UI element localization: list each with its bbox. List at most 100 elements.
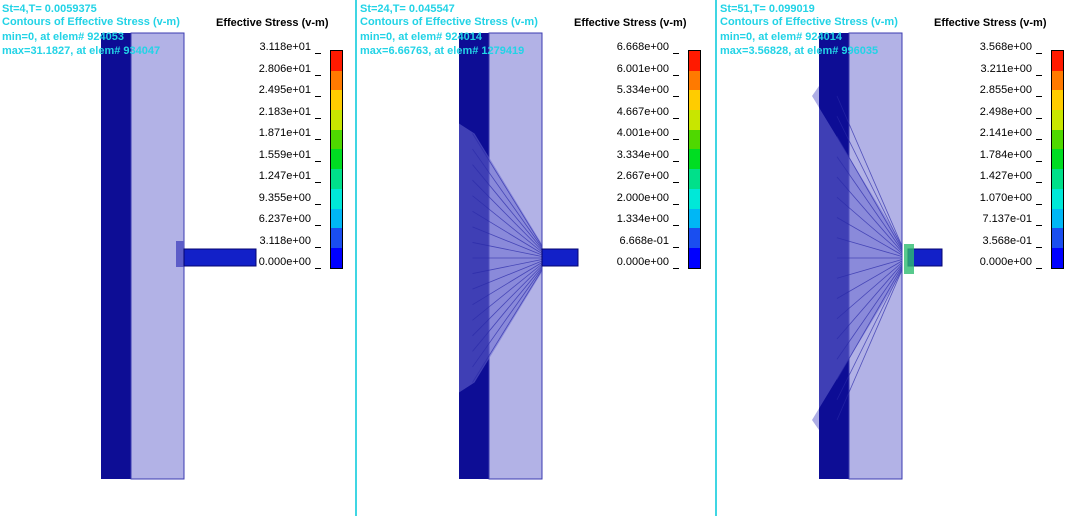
legend-title: Effective Stress (v-m)	[934, 17, 1047, 29]
colorbar-tick-mark	[673, 139, 679, 140]
crack-line	[472, 164, 543, 250]
colorbar-tick-mark	[673, 53, 679, 54]
colorbar-tick-mark	[315, 96, 321, 97]
state-label: St=51,T= 0.099019	[720, 3, 815, 15]
contour-title: Contours of Effective Stress (v-m)	[720, 16, 898, 28]
colorbar-segment	[689, 188, 700, 209]
colorbar-tick-mark	[673, 246, 679, 248]
colorbar-tick-label: 0.000e+00	[616, 256, 669, 268]
crack-line	[472, 259, 543, 274]
colorbar-tick-mark	[1036, 203, 1042, 205]
colorbar-tick-mark	[1036, 96, 1042, 97]
colorbar-tick-mark	[315, 246, 321, 248]
crack-line	[836, 265, 903, 360]
crack-line	[472, 268, 543, 368]
colorbar-segment	[1052, 188, 1063, 209]
model-view	[459, 32, 579, 480]
colorbar-tick-mark	[673, 203, 679, 205]
colorbar-segment	[1052, 149, 1063, 170]
crack-line	[472, 242, 543, 257]
colorbar-segment	[689, 149, 700, 170]
colorbar-tick-label: 2.806e+01	[258, 62, 311, 75]
colorbar	[330, 50, 343, 269]
colorbar-segment	[1052, 169, 1063, 189]
crack-line	[472, 269, 543, 383]
contour-title: Contours of Effective Stress (v-m)	[2, 16, 180, 28]
crack-line	[472, 262, 543, 306]
colorbar-tick-label: 4.001e+00	[616, 127, 669, 139]
simulation-panel: St=4,T= 0.0059375 Contours of Effective S…	[0, 0, 356, 516]
colorbar-tick-label: 4.667e+00	[616, 105, 669, 118]
colorbar-tick-mark	[673, 225, 679, 226]
colorbar-segment	[331, 110, 342, 130]
colorbar-tick-label: 3.568e-01	[982, 234, 1032, 247]
crack-line	[836, 95, 903, 247]
crack-line	[472, 265, 543, 337]
crack-line	[836, 237, 903, 257]
max-label: max=3.56828, at elem# 996035	[720, 45, 879, 57]
colorbar-segment	[331, 208, 342, 229]
crack-line	[472, 133, 543, 247]
legend-title: Effective Stress (v-m)	[216, 17, 329, 29]
colorbar-tick-label: 7.137e-01	[982, 213, 1032, 225]
crack-line	[472, 148, 543, 248]
colorbar-segment	[1052, 110, 1063, 130]
colorbar-tick-label: 0.000e+00	[258, 256, 311, 268]
colorbar-segment	[689, 70, 700, 91]
crack-line	[472, 179, 543, 251]
colorbar-tick-label: 2.000e+00	[616, 191, 669, 204]
colorbar-tick-label: 1.559e+01	[258, 148, 311, 161]
colorbar-tick-mark	[1036, 139, 1042, 140]
impact-zone	[176, 241, 184, 267]
panel-separator	[355, 0, 357, 516]
colorbar-tick-label: 3.118e+00	[259, 234, 312, 247]
crack-line	[836, 260, 903, 299]
colorbar-segment	[331, 129, 342, 150]
state-label: St=24,T= 0.045547	[360, 3, 455, 15]
colorbar-tick-label: 3.334e+00	[616, 148, 669, 161]
model-view	[812, 32, 943, 480]
contour-title: Contours of Effective Stress (v-m)	[360, 16, 538, 28]
plate-light-layer	[130, 32, 185, 480]
colorbar-tick-label: 6.237e+00	[258, 213, 311, 225]
crack-line	[836, 196, 903, 254]
colorbar-tick-mark	[1036, 225, 1042, 226]
colorbar-tick-mark	[315, 225, 321, 226]
crack-line	[836, 263, 903, 340]
colorbar-segment	[331, 70, 342, 91]
crack-line	[836, 136, 903, 250]
crack-line	[472, 263, 543, 321]
colorbar-tick-mark	[673, 74, 679, 76]
colorbar-tick-mark	[315, 117, 321, 119]
colorbar-segment	[331, 149, 342, 170]
colorbar-tick-mark	[1036, 53, 1042, 54]
colorbar-tick-mark	[1036, 160, 1042, 162]
colorbar	[1051, 50, 1064, 269]
colorbar-tick-mark	[315, 203, 321, 205]
crack-line	[472, 226, 543, 256]
min-label: min=0, at elem# 924014	[720, 31, 842, 43]
colorbar-tick-label: 1.070e+00	[979, 191, 1032, 204]
colorbar-tick-label: 6.668e-01	[619, 234, 669, 247]
model-view	[101, 32, 257, 480]
colorbar-tick-mark	[673, 268, 679, 269]
colorbar-segment	[1052, 208, 1063, 229]
crack-line	[836, 266, 903, 380]
crack-line	[836, 262, 903, 320]
colorbar-tick-label: 5.334e+00	[616, 84, 669, 96]
colorbar-segment	[689, 169, 700, 189]
colorbar-segment	[689, 90, 700, 111]
panel-separator	[715, 0, 717, 516]
crack-line	[836, 269, 903, 421]
max-label: max=6.66763, at elem# 1279419	[360, 45, 525, 57]
projectile	[541, 248, 579, 267]
colorbar-segment	[331, 188, 342, 209]
colorbar-tick-label: 2.855e+00	[979, 84, 1032, 96]
crack-line	[472, 266, 543, 352]
colorbar-segment	[689, 228, 700, 248]
colorbar-segment	[331, 169, 342, 189]
simulation-panel: St=51,T= 0.099019 Contours of Effective S…	[718, 0, 1065, 516]
colorbar-segment	[1052, 90, 1063, 111]
simulation-panel: St=24,T= 0.045547 Contours of Effective S…	[358, 0, 714, 516]
colorbar-tick-mark	[673, 160, 679, 162]
